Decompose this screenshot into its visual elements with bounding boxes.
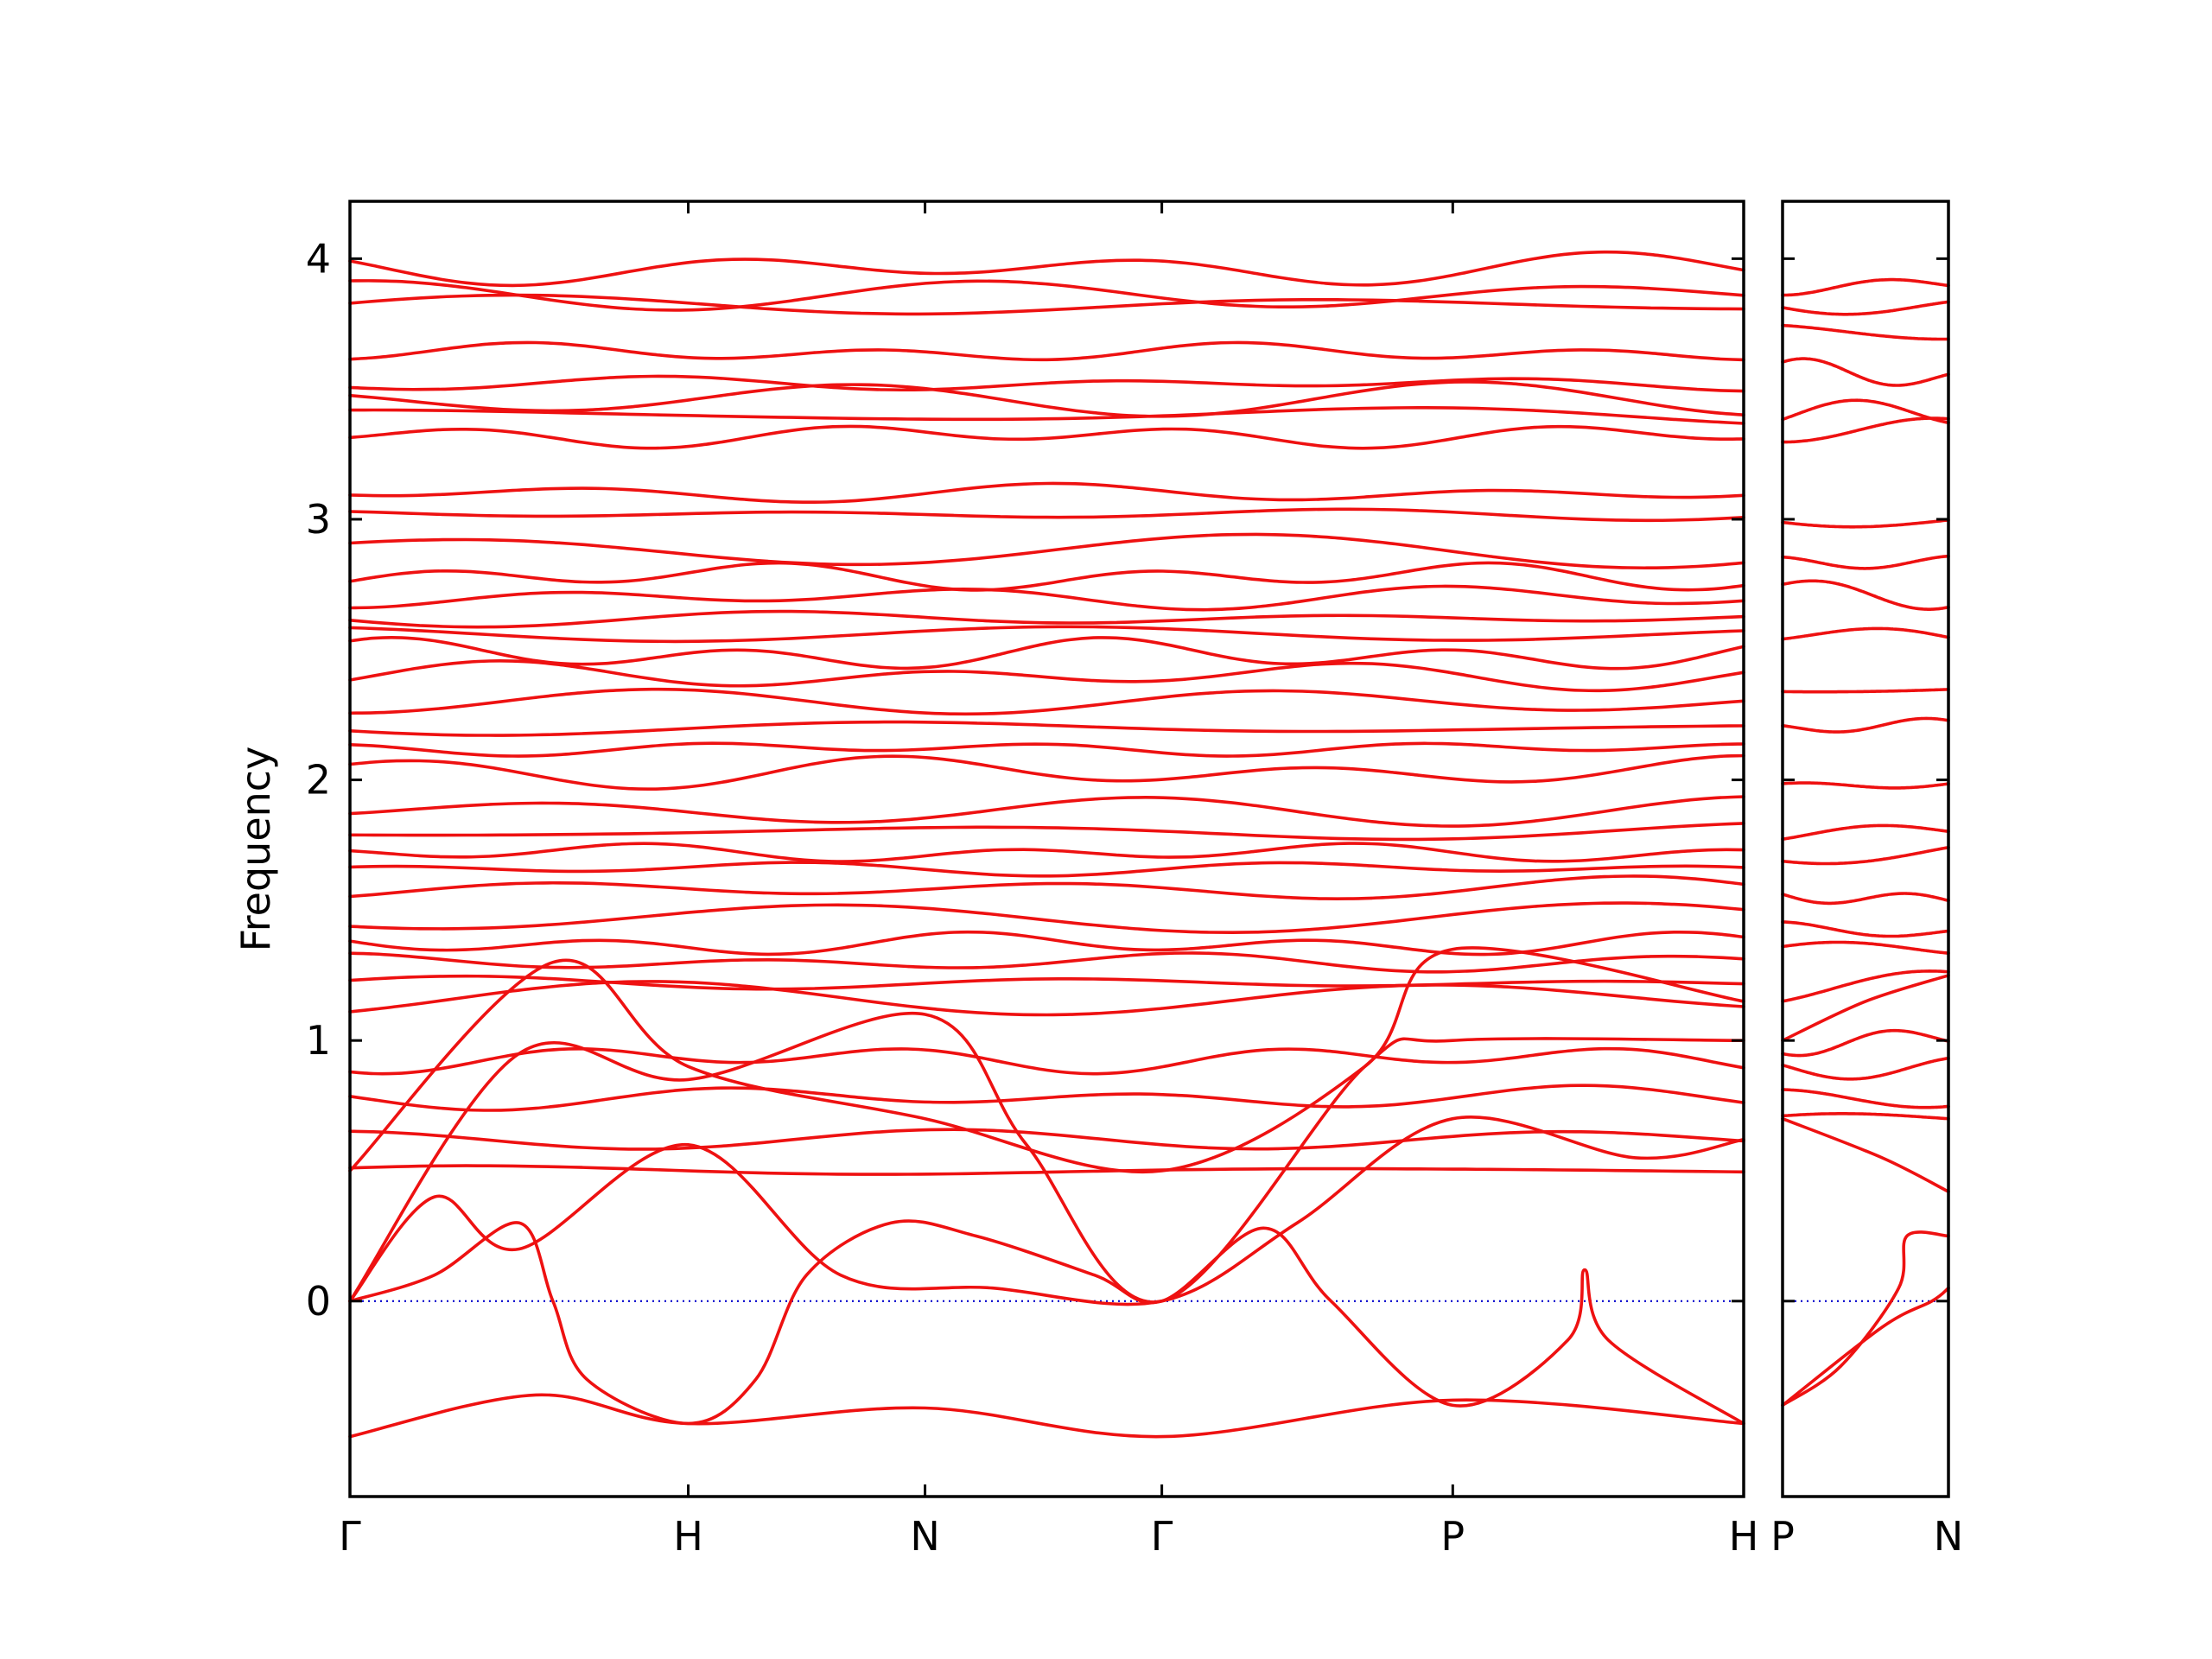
- band-main-flat-6: [348, 951, 1745, 974]
- bands-secondary: [1781, 277, 1950, 1408]
- band-main-flat-20: [348, 625, 1745, 644]
- band-main-flat-1: [348, 1128, 1745, 1151]
- band-main-flat-15: [348, 741, 1745, 758]
- band-main-flat-19: [348, 636, 1745, 671]
- band-secondary-flat-11: [1781, 716, 1950, 734]
- band-main-flat-26: [348, 481, 1745, 504]
- x-tick-label: N: [910, 1513, 939, 1560]
- band-main-flat-9: [348, 874, 1745, 900]
- band-main-flat-33: [348, 279, 1745, 312]
- band-main-flat-29: [348, 380, 1745, 418]
- band-main-flat-14: [348, 753, 1745, 791]
- band-main-dispersive-3: [348, 946, 1745, 1173]
- band-secondary-flat-13: [1781, 626, 1950, 641]
- band-secondary-dispersive-3: [1781, 974, 1950, 1042]
- band-secondary-flat-10: [1781, 781, 1950, 790]
- band-main-flat-32: [348, 293, 1745, 316]
- band-main-flat-4: [348, 980, 1745, 1017]
- band-main-flat-13: [348, 795, 1745, 828]
- band-secondary-flat-1: [1781, 1088, 1950, 1109]
- band-secondary-flat-2: [1781, 1056, 1950, 1081]
- band-secondary-flat-0: [1781, 1111, 1950, 1121]
- x-tick-label: Γ: [1151, 1513, 1173, 1560]
- band-secondary-flat-8: [1781, 845, 1950, 866]
- x-tick-label: Γ: [339, 1513, 361, 1560]
- band-secondary-flat-14: [1781, 579, 1950, 611]
- band-secondary-dispersive-1: [1781, 1286, 1950, 1408]
- band-main-flat-10: [348, 861, 1745, 878]
- band-main-flat-5: [348, 974, 1745, 991]
- x-tick-label: P: [1440, 1513, 1465, 1560]
- band-main-flat-7: [348, 930, 1745, 957]
- band-main-flat-28: [348, 406, 1745, 425]
- band-secondary-flat-19: [1781, 357, 1950, 387]
- band-main-flat-3: [348, 1046, 1745, 1076]
- band-secondary-flat-22: [1781, 277, 1950, 297]
- y-tick-label: 0: [306, 1278, 331, 1325]
- bands-main: [348, 250, 1745, 1439]
- band-main-dispersive-4: [348, 1393, 1745, 1439]
- y-axis-label: Frequency: [232, 747, 279, 952]
- frame-secondary: [1781, 200, 1950, 1498]
- x-tick-label: H: [1729, 1513, 1759, 1560]
- band-secondary-flat-20: [1781, 323, 1950, 341]
- x-tick-label: P: [1770, 1513, 1795, 1560]
- band-main-flat-2: [348, 1084, 1745, 1112]
- band-main-flat-25: [348, 507, 1745, 523]
- band-secondary-flat-3: [1781, 1028, 1950, 1058]
- panel-main: 0 1 2 3 4 Γ H N Γ P H: [306, 200, 1759, 1560]
- band-main-flat-16: [348, 720, 1745, 737]
- y-tick-label: 2: [306, 757, 331, 804]
- band-main-flat-21: [348, 609, 1745, 629]
- band-secondary-flat-18: [1781, 398, 1950, 425]
- band-main-flat-27: [348, 424, 1745, 450]
- y-tick-label: 3: [306, 496, 331, 543]
- band-secondary-flat-17: [1781, 416, 1950, 444]
- band-secondary-flat-21: [1781, 300, 1950, 316]
- band-main-flat-12: [348, 822, 1745, 842]
- ticks-main: 0 1 2 3 4 Γ H N Γ P H: [306, 201, 1759, 1560]
- band-main-dispersive-2: [348, 1011, 1745, 1304]
- band-main-flat-22: [348, 584, 1745, 612]
- band-main-flat-8: [348, 901, 1745, 934]
- band-main-flat-23: [348, 561, 1745, 592]
- band-secondary-flat-4: [1781, 969, 1950, 1003]
- band-secondary-flat-7: [1781, 892, 1950, 906]
- band-main-dispersive-0: [348, 1219, 1745, 1426]
- x-tick-label: H: [673, 1513, 703, 1560]
- band-secondary-flat-15: [1781, 554, 1950, 570]
- band-secondary-dispersive-2: [1781, 1116, 1950, 1193]
- band-secondary-flat-12: [1781, 688, 1950, 694]
- band-secondary-flat-6: [1781, 920, 1950, 938]
- x-tick-label: N: [1934, 1513, 1963, 1560]
- band-main-flat-18: [348, 659, 1745, 693]
- band-secondary-flat-5: [1781, 940, 1950, 955]
- band-main-dispersive-1: [348, 1116, 1745, 1306]
- band-main-flat-34: [348, 250, 1745, 288]
- y-tick-label: 1: [306, 1017, 331, 1064]
- band-main-flat-30: [348, 374, 1745, 393]
- band-main-flat-17: [348, 687, 1745, 716]
- band-secondary-dispersive-0: [1781, 1230, 1950, 1408]
- band-main-flat-31: [348, 340, 1745, 362]
- band-secondary-flat-16: [1781, 518, 1950, 529]
- band-main-flat-24: [348, 532, 1745, 570]
- band-main-flat-11: [348, 842, 1745, 863]
- frame-main: [348, 200, 1745, 1498]
- y-tick-label: 4: [306, 235, 331, 282]
- band-secondary-flat-9: [1781, 823, 1950, 841]
